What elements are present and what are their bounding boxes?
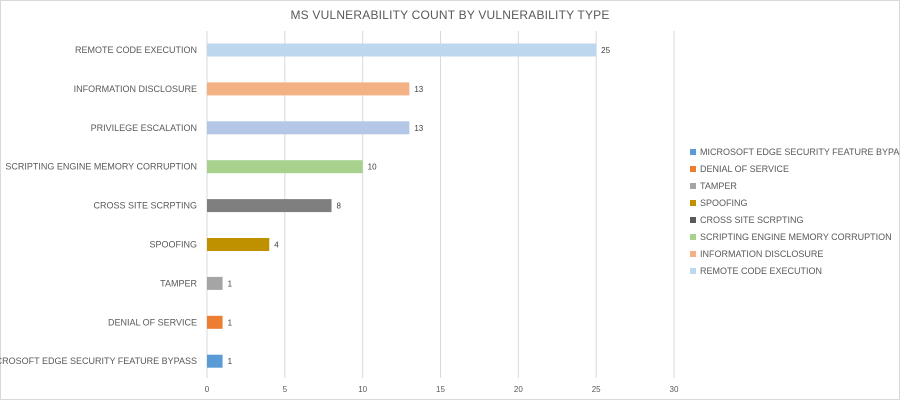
- category-label: SCRIPTING ENGINE MEMORY CORRUPTION: [5, 162, 197, 172]
- legend-item: MICROSOFT EDGE SECURITY FEATURE BYPASS: [690, 143, 900, 160]
- category-label: TAMPER: [160, 278, 197, 288]
- category-label: DENIAL OF SERVICE: [108, 317, 197, 327]
- legend-label: INFORMATION DISCLOSURE: [700, 248, 824, 259]
- legend-label: MICROSOFT EDGE SECURITY FEATURE BYPASS: [700, 146, 900, 157]
- chart-legend: MICROSOFT EDGE SECURITY FEATURE BYPASS DE…: [690, 143, 900, 279]
- data-label: 8: [337, 202, 342, 211]
- bar: [207, 121, 410, 135]
- bar: [207, 276, 223, 290]
- data-label: 1: [228, 279, 233, 288]
- legend-label: REMOTE CODE EXECUTION: [700, 265, 823, 276]
- bar: [207, 160, 363, 174]
- category-label: MICROSOFT EDGE SECURITY FEATURE BYPASS: [0, 356, 197, 366]
- category-label: SPOOFING: [149, 240, 197, 250]
- legend-swatch: [690, 267, 696, 274]
- x-tick-label: 15: [436, 385, 445, 394]
- category-label: REMOTE CODE EXECUTION: [75, 45, 197, 55]
- legend-item: SCRIPTING ENGINE MEMORY CORRUPTION: [690, 228, 900, 245]
- legend-item: REMOTE CODE EXECUTION: [690, 262, 900, 279]
- data-label: 25: [601, 46, 610, 55]
- bar: [207, 354, 223, 368]
- legend-item: DENIAL OF SERVICE: [690, 160, 900, 177]
- x-tick-label: 0: [205, 385, 210, 394]
- x-tick-label: 20: [514, 385, 523, 394]
- x-tick-label: 25: [592, 385, 601, 394]
- legend-swatch: [690, 250, 696, 257]
- bar: [207, 238, 270, 251]
- legend-swatch: [690, 165, 696, 172]
- legend-label: SPOOFING: [700, 197, 748, 208]
- bar: [207, 43, 597, 57]
- bar: [207, 82, 410, 96]
- legend-item: INFORMATION DISCLOSURE: [690, 245, 900, 262]
- legend-label: SCRIPTING ENGINE MEMORY CORRUPTION: [700, 231, 892, 242]
- legend-swatch: [690, 233, 696, 240]
- x-tick-label: 30: [670, 385, 679, 394]
- data-label: 1: [228, 318, 233, 327]
- category-label: PRIVILEGE ESCALATION: [91, 123, 197, 133]
- data-label: 4: [274, 241, 279, 250]
- chart-title: MS VULNERABILITY COUNT BY VULNERABILITY …: [290, 8, 610, 22]
- category-label: CROSS SITE SCRPTING: [93, 201, 197, 211]
- data-label: 1: [228, 357, 233, 366]
- legend-label: TAMPER: [700, 180, 737, 191]
- bar: [207, 199, 332, 213]
- data-label: 13: [414, 124, 423, 133]
- legend-label: CROSS SITE SCRPTING: [700, 214, 804, 225]
- legend-item: SPOOFING: [690, 194, 900, 211]
- x-tick-label: 5: [283, 385, 288, 394]
- bar: [207, 315, 223, 329]
- data-label: 13: [414, 85, 423, 94]
- x-tick-label: 10: [358, 385, 367, 394]
- data-label: 10: [368, 163, 377, 172]
- legend-label: DENIAL OF SERVICE: [700, 163, 790, 174]
- legend-swatch: [690, 216, 696, 223]
- legend-swatch: [690, 148, 696, 155]
- legend-swatch: [690, 182, 696, 189]
- legend-item: CROSS SITE SCRPTING: [690, 211, 900, 228]
- legend-item: TAMPER: [690, 177, 900, 194]
- category-label: INFORMATION DISCLOSURE: [74, 84, 197, 94]
- legend-swatch: [690, 199, 696, 206]
